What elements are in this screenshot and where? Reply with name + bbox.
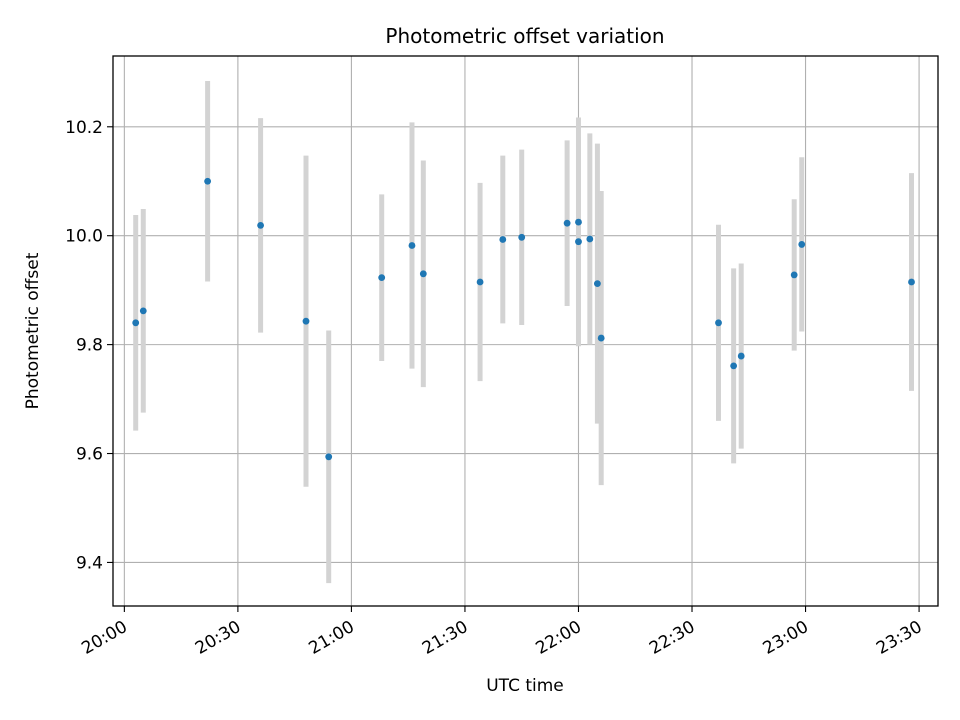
data-point <box>790 271 798 279</box>
y-axis-label: Photometric offset <box>23 252 43 409</box>
chart-title: Photometric offset variation <box>385 24 664 48</box>
data-point <box>597 334 605 342</box>
y-tick-label: 9.8 <box>76 336 103 356</box>
data-point <box>132 319 140 327</box>
data-point <box>563 219 571 227</box>
data-point <box>575 218 582 226</box>
grid-lines <box>113 56 938 606</box>
data-point <box>408 242 416 249</box>
y-tick-label: 9.4 <box>76 553 103 573</box>
data-point <box>586 235 594 243</box>
data-point <box>419 270 427 278</box>
data-point <box>575 238 582 246</box>
x-axis-label: UTC time <box>486 676 564 696</box>
data-point <box>476 278 484 286</box>
data-point <box>715 319 722 327</box>
y-tick-label: 10.0 <box>65 227 103 247</box>
y-tick-label: 10.2 <box>65 118 103 138</box>
data-point <box>139 307 147 315</box>
y-axis-ticks: 9.4 9.6 9.8 10.0 10.2 <box>65 118 113 573</box>
data-point <box>594 280 601 288</box>
data-point <box>499 236 507 243</box>
data-point <box>378 274 386 282</box>
data-point <box>302 317 310 325</box>
plot-frame <box>112 55 939 607</box>
data-point <box>518 233 526 241</box>
data-point <box>204 177 212 185</box>
data-point <box>730 362 738 370</box>
data-point <box>737 352 745 360</box>
data-point <box>257 221 264 229</box>
data-point <box>325 453 333 461</box>
data-points <box>132 177 915 461</box>
data-point <box>908 278 915 286</box>
y-tick-label: 9.6 <box>76 445 103 465</box>
data-point <box>798 241 806 248</box>
